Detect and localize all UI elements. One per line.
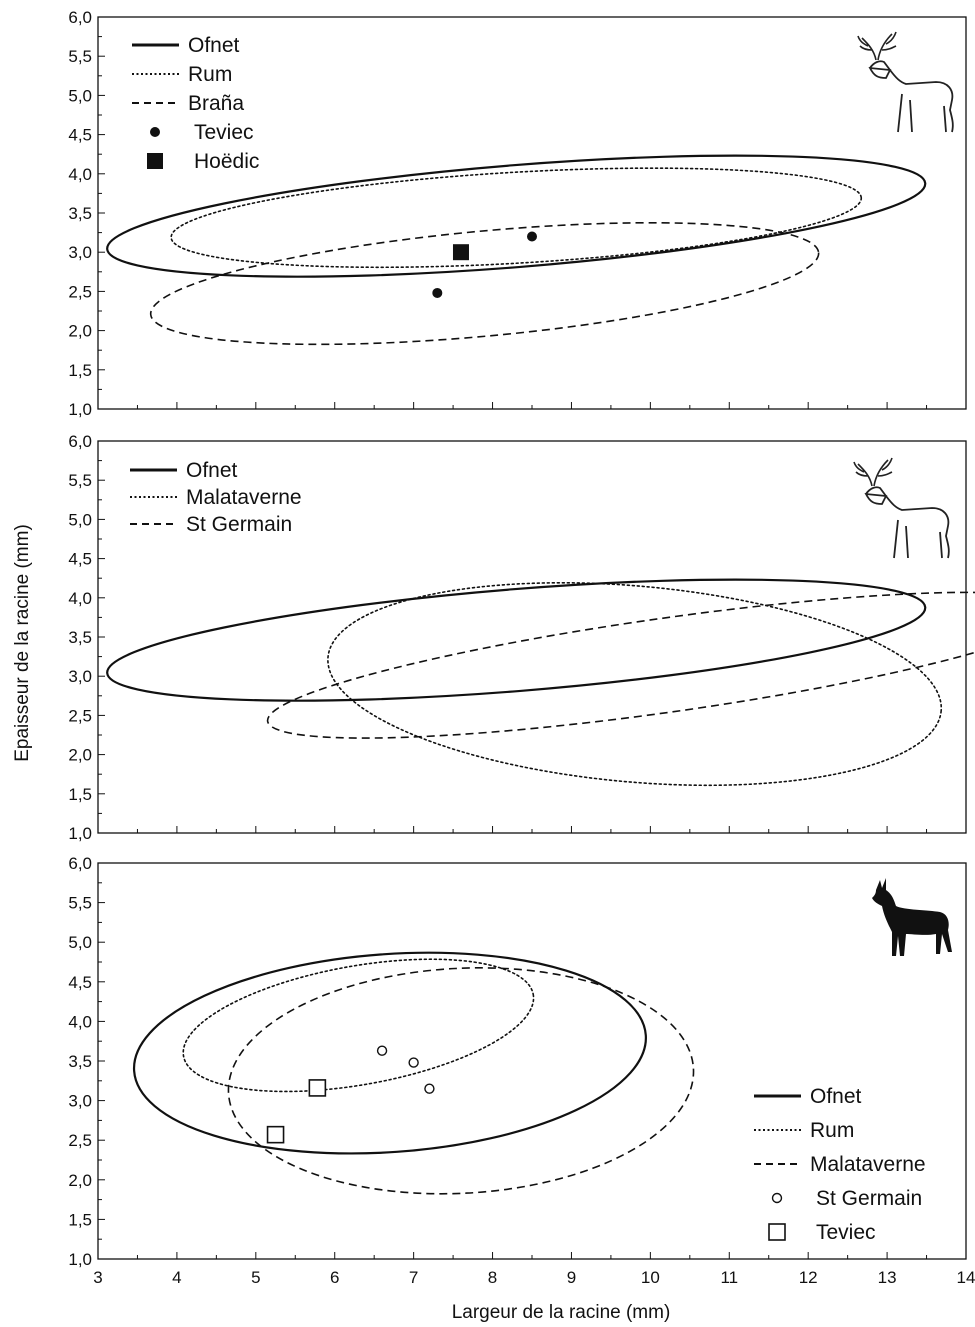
ellipse-malataverne xyxy=(227,967,695,1195)
data-point-teviec xyxy=(432,287,443,298)
legend-label: Ofnet xyxy=(810,1085,862,1108)
y-tick-label: 2,0 xyxy=(68,1171,92,1190)
data-point-st-germain xyxy=(408,1057,419,1068)
legend-label: Hoëdic xyxy=(194,150,259,173)
x-tick-label: 14 xyxy=(957,1268,975,1287)
ellipse-st-germain xyxy=(266,591,975,739)
roe-deer-silhouette-icon xyxy=(872,878,952,956)
y-tick-label: 3,5 xyxy=(68,628,92,647)
data-point-ho-dic xyxy=(452,244,469,261)
y-tick-label: 1,0 xyxy=(68,400,92,419)
y-tick-label: 4,5 xyxy=(68,973,92,992)
y-tick-label: 4,5 xyxy=(68,126,92,145)
chart-panel-bottom: 1,0 1,5 2,0 2,5 3,0 3,5 4,0 4,5 5,0 5,5 6,0 3 4 5 6 7 8 9… xyxy=(68,854,975,1287)
y-tick-label: 5,0 xyxy=(68,933,92,952)
ellipse-malataverne xyxy=(327,581,943,787)
ellipse-rum xyxy=(170,167,863,269)
y-tick-label: 2,5 xyxy=(68,706,92,725)
y-tick-label: 1,0 xyxy=(68,1250,92,1269)
legend-label: Teviec xyxy=(816,1221,876,1244)
x-tick-label: 4 xyxy=(172,1268,181,1287)
legend-label: St Germain xyxy=(816,1187,922,1210)
ellipse-ofnet xyxy=(106,578,927,702)
x-tick-label: 10 xyxy=(641,1268,660,1287)
legend-label: Ofnet xyxy=(186,459,238,482)
y-tick-label: 2,5 xyxy=(68,282,92,301)
x-tick-label: 8 xyxy=(488,1268,497,1287)
y-tick-label: 4,5 xyxy=(68,550,92,569)
y-tick-label: 3,0 xyxy=(68,667,92,686)
y-axis-title: Epaisseur de la racine (mm) xyxy=(12,524,33,762)
y-tick-label: 4,0 xyxy=(68,1012,92,1031)
data-point-st-germain xyxy=(376,1045,388,1056)
x-tick-label: 11 xyxy=(720,1268,738,1287)
x-tick-label: 7 xyxy=(409,1268,418,1287)
ellipse-ofnet xyxy=(132,951,647,1155)
ellipse-ofnet xyxy=(106,154,927,278)
y-tick-label: 1,5 xyxy=(68,361,92,380)
legend: Ofnet Rum Malataverne St Germain Teviec xyxy=(754,1085,926,1244)
legend-marker xyxy=(768,1223,786,1241)
chart-panel-top: 1,0 1,5 2,0 2,5 3,0 3,5 4,0 4,5 5,0 5,5 6,0 Ofnet Ru… xyxy=(68,8,967,419)
legend-label: Malataverne xyxy=(810,1153,926,1176)
y-tick-label: 5,5 xyxy=(68,47,92,66)
y-tick-label: 2,0 xyxy=(68,322,92,341)
y-tick-label: 3,5 xyxy=(68,1052,92,1071)
y-tick-label: 2,5 xyxy=(68,1131,92,1150)
legend-label: Rum xyxy=(810,1119,854,1142)
legend-marker xyxy=(150,127,160,137)
legend-label: Malataverne xyxy=(186,486,302,509)
x-tick-label: 6 xyxy=(330,1268,339,1287)
x-tick-label: 13 xyxy=(878,1268,897,1287)
y-tick-label: 1,5 xyxy=(68,785,92,804)
legend-label: Braña xyxy=(188,92,244,115)
legend: Ofnet Rum Braña Teviec Hoëdic xyxy=(132,34,259,173)
x-tick-label: 5 xyxy=(251,1268,260,1287)
legend-marker xyxy=(771,1192,783,1204)
x-tick-label: 12 xyxy=(799,1268,818,1287)
y-tick-label: 5,0 xyxy=(68,86,92,105)
legend-label: Ofnet xyxy=(188,34,240,57)
ellipse-bra-a xyxy=(149,221,820,346)
chart-panel-middle: 1,0 1,5 2,0 2,5 3,0 3,5 4,0 4,5 5,0 5,5 6,0 Ofnet Ma… xyxy=(68,432,975,843)
y-tick-label: 4,0 xyxy=(68,165,92,184)
y-tick-label: 5,0 xyxy=(68,510,92,529)
ellipse-rum xyxy=(182,958,535,1093)
legend: Ofnet Malataverne St Germain xyxy=(130,459,302,536)
data-point-teviec xyxy=(308,1079,327,1097)
y-tick-label: 3,5 xyxy=(68,204,92,223)
legend-label: Teviec xyxy=(194,121,254,144)
y-tick-label: 1,0 xyxy=(68,824,92,843)
y-tick-label: 4,0 xyxy=(68,589,92,608)
legend-label: Rum xyxy=(188,63,232,86)
data-point-st-germain xyxy=(424,1083,435,1094)
y-tick-label: 3,0 xyxy=(68,243,92,262)
red-deer-stag-outline-icon xyxy=(853,457,950,559)
x-tick-label: 3 xyxy=(93,1268,102,1287)
y-tick-label: 6,0 xyxy=(68,8,92,27)
x-axis-title: Largeur de la racine (mm) xyxy=(452,1302,671,1323)
y-tick-label: 5,5 xyxy=(68,471,92,490)
data-point-teviec xyxy=(527,231,537,242)
y-tick-label: 6,0 xyxy=(68,854,92,873)
x-tick-label: 9 xyxy=(567,1268,576,1287)
y-tick-label: 2,0 xyxy=(68,746,92,765)
red-deer-stag-outline-icon xyxy=(857,31,954,133)
y-tick-label: 3,0 xyxy=(68,1092,92,1111)
y-tick-label: 1,5 xyxy=(68,1210,92,1229)
legend-label: St Germain xyxy=(186,513,292,536)
y-tick-label: 5,5 xyxy=(68,894,92,913)
legend-marker xyxy=(147,153,163,169)
data-point-teviec xyxy=(266,1125,285,1144)
y-tick-label: 6,0 xyxy=(68,432,92,451)
